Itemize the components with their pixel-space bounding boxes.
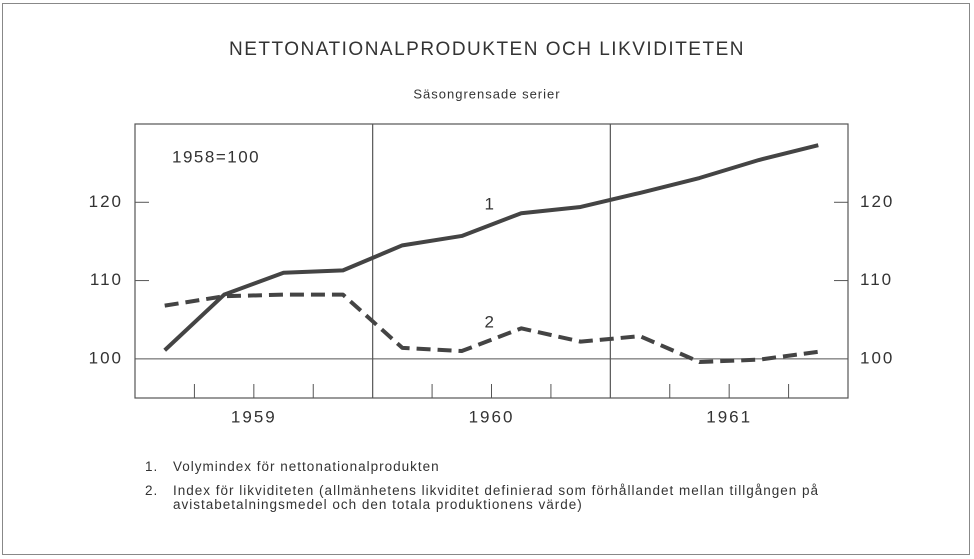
chart-title: NETTONATIONALPRODUKTEN OCH LIKVIDITETEN xyxy=(229,39,745,60)
series-line xyxy=(163,143,819,352)
y2-tick-label: 120 xyxy=(860,192,894,211)
y-tick-label: 120 xyxy=(89,192,123,211)
annotation: 1958=100 xyxy=(172,147,260,166)
x-tick-label: 1959 xyxy=(231,407,277,426)
chart-subtitle: Säsongrensade serier xyxy=(413,86,560,101)
series-line xyxy=(164,292,819,364)
frame xyxy=(2,3,970,555)
note: 1. Volymindex för nettonationalprodukten xyxy=(145,460,835,474)
y2-tick-label: 110 xyxy=(860,270,893,289)
series-label: 2 xyxy=(485,312,496,331)
note-number: 1. xyxy=(145,459,159,474)
x-tick-label: 1961 xyxy=(706,407,752,426)
note: 2. Index för likviditeten (allmänhetens l… xyxy=(145,484,835,512)
notes: 1. Volymindex för nettonationalprodukten 2… xyxy=(145,460,835,522)
y2-tick-label: 100 xyxy=(860,348,894,367)
y-tick-label: 110 xyxy=(90,270,123,289)
note-text: Index för likviditeten (allmänhetens lik… xyxy=(173,483,820,512)
series-label: 1 xyxy=(485,194,496,213)
note-text: Volymindex för nettonationalprodukten xyxy=(173,459,440,474)
y-tick-label: 100 xyxy=(89,348,123,367)
note-number: 2. xyxy=(145,483,159,498)
x-tick-label: 1960 xyxy=(469,407,515,426)
